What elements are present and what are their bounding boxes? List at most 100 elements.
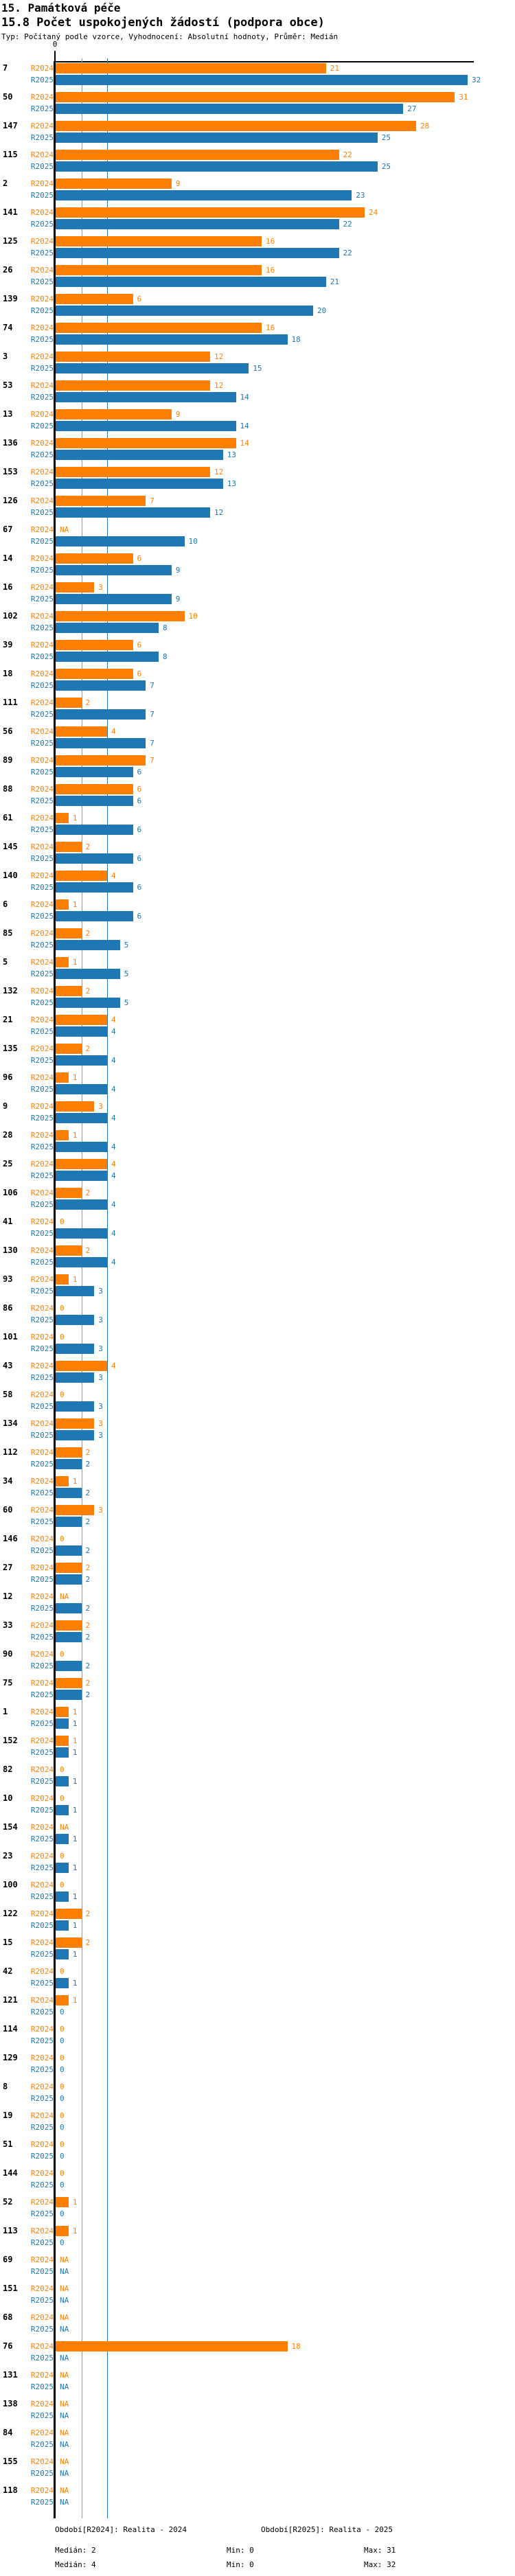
- series-label-r2025: R2025: [30, 1661, 54, 1670]
- bar-r2024: [56, 698, 82, 708]
- bar-group: 112 R2024 2 R2025 2: [0, 1447, 515, 1471]
- series-label-r2024: R2024: [30, 237, 54, 246]
- bar-group: 74 R2024 16 R2025 18: [0, 323, 515, 346]
- value-label-r2024: 0: [60, 2169, 65, 2178]
- series-label-r2025: R2025: [30, 623, 54, 632]
- value-label-r2025: 1: [72, 1863, 78, 1872]
- value-label-r2024: NA: [60, 2428, 69, 2437]
- row-id-label: 23: [3, 1851, 13, 1861]
- series-label-r2025: R2025: [30, 2469, 54, 2478]
- series-label-r2025: R2025: [30, 998, 54, 1007]
- series-label-r2025: R2025: [30, 422, 54, 430]
- bar-r2024: [56, 323, 262, 333]
- value-label-r2025: 25: [381, 133, 391, 142]
- row-id-label: 50: [3, 92, 13, 102]
- series-label-r2024: R2024: [30, 727, 54, 736]
- value-label-r2024: 1: [72, 2227, 78, 2235]
- value-label-r2024: 14: [240, 439, 249, 448]
- series-label-r2024: R2024: [30, 929, 54, 938]
- series-label-r2024: R2024: [30, 2284, 54, 2293]
- bar-r2025: [56, 1257, 107, 1267]
- chart-meta: Typ: Počítaný podle vzorce, Vyhodnocení:…: [1, 32, 339, 41]
- value-label-r2025: 0: [60, 2238, 65, 2247]
- bar-r2025: [56, 709, 146, 720]
- bar-r2025: [56, 1055, 107, 1066]
- series-label-r2025: R2025: [30, 1604, 54, 1613]
- bar-group: 145 R2024 2 R2025 6: [0, 842, 515, 865]
- series-label-r2025: R2025: [30, 1633, 54, 1642]
- bar-r2024: [56, 1044, 82, 1054]
- bar-group: 93 R2024 1 R2025 3: [0, 1274, 515, 1298]
- bar-r2024: [56, 957, 69, 967]
- value-label-r2025: 6: [137, 854, 142, 863]
- bar-r2024: [56, 928, 82, 939]
- bar-r2025: [56, 1574, 82, 1585]
- row-id-label: 138: [3, 2399, 18, 2408]
- value-label-r2025: 4: [111, 1229, 116, 1238]
- value-label-r2025: 23: [356, 191, 365, 200]
- value-label-r2024: NA: [60, 2255, 69, 2264]
- bar-r2025: [56, 1171, 107, 1181]
- series-label-r2024: R2024: [30, 468, 54, 476]
- series-label-r2025: R2025: [30, 76, 54, 84]
- series-label-r2024: R2024: [30, 641, 54, 649]
- value-label-r2025: 3: [98, 1402, 103, 1411]
- series-label-r2024: R2024: [30, 1794, 54, 1803]
- chart-subtitle: 15.8 Počet uspokojených žádostí (podpora…: [1, 16, 325, 30]
- series-label-r2024: R2024: [30, 2400, 54, 2408]
- bar-r2024: [56, 1274, 69, 1285]
- legend-min-r2024: Min: 0: [227, 2546, 254, 2555]
- median-gridline-r2025: [107, 58, 108, 2518]
- bar-r2024: [56, 207, 365, 218]
- bar-r2025: [56, 623, 159, 633]
- series-label-r2025: R2025: [30, 1373, 54, 1382]
- value-label-r2025: NA: [60, 2267, 69, 2276]
- bar-group: 76 R2024 18 R2025 NA: [0, 2341, 515, 2365]
- series-label-r2024: R2024: [30, 756, 54, 765]
- value-label-r2024: 2: [85, 1188, 91, 1197]
- row-id-label: 136: [3, 438, 18, 448]
- row-id-label: 12: [3, 1591, 13, 1601]
- value-label-r2024: 21: [330, 64, 339, 73]
- bar-r2024: [56, 1909, 82, 1919]
- value-label-r2024: 1: [72, 1073, 78, 1082]
- row-id-label: 125: [3, 236, 18, 246]
- value-label-r2024: 4: [111, 1160, 116, 1169]
- bar-group: 58 R2024 0 R2025 3: [0, 1390, 515, 1413]
- series-label-r2024: R2024: [30, 439, 54, 448]
- series-label-r2025: R2025: [30, 681, 54, 690]
- bar-r2025: [56, 1026, 107, 1037]
- series-label-r2024: R2024: [30, 323, 54, 332]
- series-label-r2025: R2025: [30, 1287, 54, 1296]
- series-label-r2025: R2025: [30, 1777, 54, 1786]
- value-label-r2024: 0: [60, 2111, 65, 2120]
- value-label-r2024: 3: [98, 1506, 103, 1515]
- series-label-r2025: R2025: [30, 1258, 54, 1267]
- series-label-r2024: R2024: [30, 612, 54, 621]
- value-label-r2024: 31: [459, 93, 468, 102]
- bar-r2024: [56, 2341, 288, 2351]
- bar-group: 15 R2024 2 R2025 1: [0, 1937, 515, 1961]
- series-label-r2024: R2024: [30, 1131, 54, 1140]
- bar-r2024: [56, 150, 339, 160]
- bar-group: 16 R2024 3 R2025 9: [0, 582, 515, 606]
- value-label-r2024: 12: [214, 352, 224, 361]
- x-axis-zero-tick: [54, 51, 56, 62]
- bar-r2025: [56, 1747, 69, 1758]
- bar-group: 23 R2024 0 R2025 1: [0, 1851, 515, 1874]
- row-id-label: 112: [3, 1447, 18, 1457]
- series-label-r2025: R2025: [30, 1863, 54, 1872]
- row-id-label: 68: [3, 2312, 13, 2322]
- value-label-r2024: 0: [60, 1852, 65, 1861]
- row-id-label: 7: [3, 63, 8, 73]
- value-label-r2024: 9: [175, 179, 181, 188]
- row-id-label: 6: [3, 899, 8, 909]
- bar-r2024: [56, 1678, 82, 1688]
- row-id-label: 96: [3, 1072, 13, 1082]
- series-label-r2025: R2025: [30, 1344, 54, 1353]
- series-label-r2024: R2024: [30, 1015, 54, 1024]
- series-label-r2024: R2024: [30, 2025, 54, 2034]
- value-label-r2024: 6: [137, 641, 142, 649]
- bar-r2025: [56, 1920, 69, 1931]
- bar-group: 50 R2024 31 R2025 27: [0, 92, 515, 115]
